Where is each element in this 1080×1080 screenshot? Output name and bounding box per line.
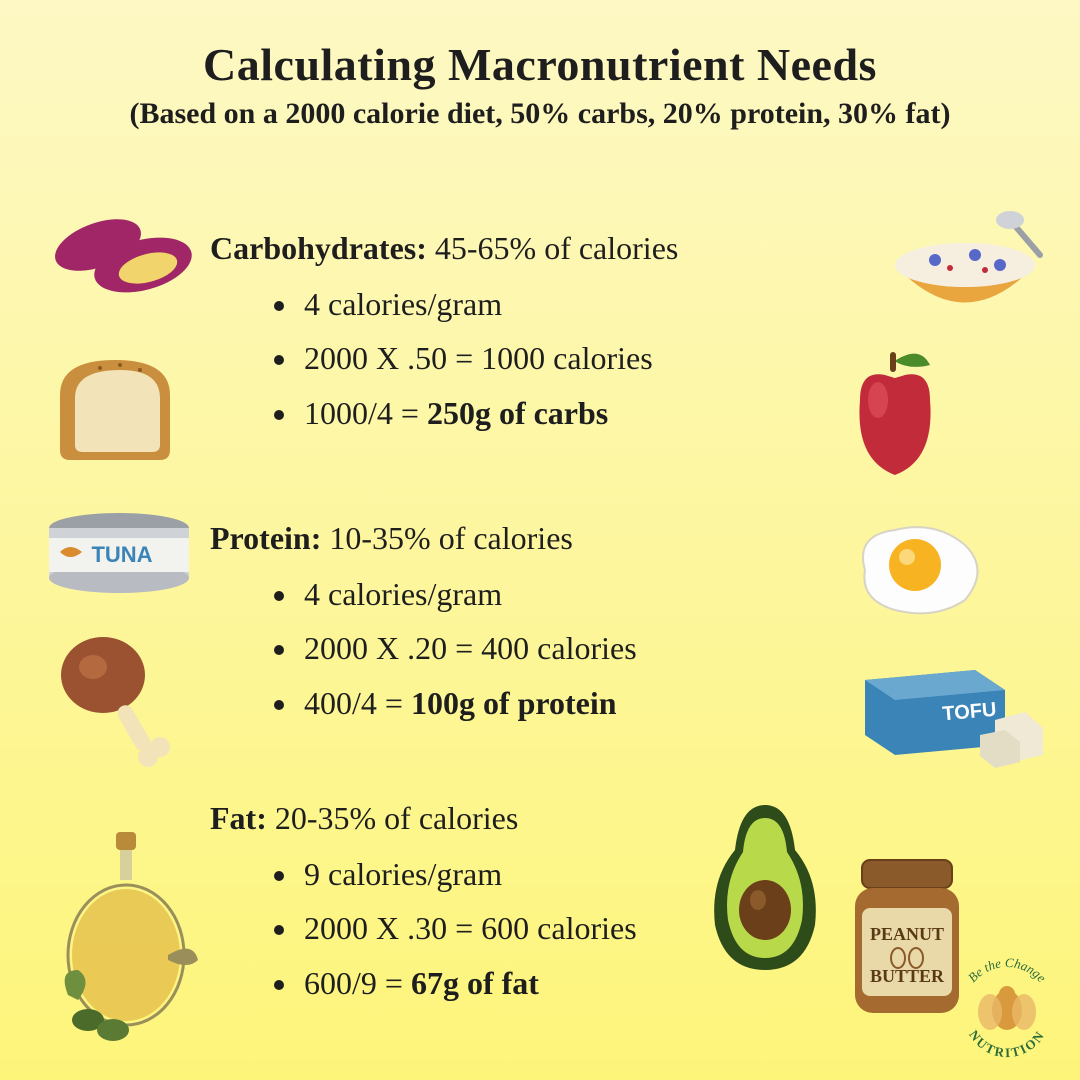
section-protein: Protein: 10-35% of calories 4 calories/g… bbox=[210, 520, 850, 730]
fat-range: 20-35% of calories bbox=[275, 800, 518, 836]
carbs-label: Carbohydrates: bbox=[210, 230, 427, 266]
carbs-heading: Carbohydrates: 45-65% of calories bbox=[210, 230, 850, 267]
section-carbs: Carbohydrates: 45-65% of calories 4 calo… bbox=[210, 230, 850, 440]
svg-text:PEANUT: PEANUT bbox=[870, 924, 944, 944]
page-subtitle: (Based on a 2000 calorie diet, 50% carbs… bbox=[0, 97, 1080, 131]
svg-text:BUTTER: BUTTER bbox=[870, 966, 945, 986]
egg-icon bbox=[845, 515, 995, 625]
tofu-icon: TOFU bbox=[855, 640, 1050, 770]
carbs-bullets: 4 calories/gram 2000 X .50 = 1000 calori… bbox=[210, 277, 850, 440]
bread-icon bbox=[40, 340, 190, 470]
protein-bullets: 4 calories/gram 2000 X .20 = 400 calorie… bbox=[210, 567, 850, 730]
brand-logo: Be the Change NUTRITION bbox=[952, 952, 1062, 1062]
tuna-can-icon: TUNA bbox=[42, 510, 197, 600]
cereal-bowl-icon bbox=[880, 210, 1050, 340]
protein-label: Protein: bbox=[210, 520, 321, 556]
protein-range: 10-35% of calories bbox=[329, 520, 572, 556]
protein-b2: 2000 X .20 = 400 calories bbox=[300, 621, 850, 675]
olive-oil-icon bbox=[38, 820, 208, 1050]
svg-text:TOFU: TOFU bbox=[942, 699, 998, 726]
protein-b3: 400/4 = 100g of protein bbox=[300, 676, 850, 730]
svg-text:TUNA: TUNA bbox=[91, 542, 152, 567]
apple-icon bbox=[830, 340, 960, 490]
carbs-range: 45-65% of calories bbox=[435, 230, 678, 266]
carbs-b2: 2000 X .50 = 1000 calories bbox=[300, 331, 850, 385]
protein-b1: 4 calories/gram bbox=[300, 567, 850, 621]
sweet-potato-icon bbox=[48, 210, 198, 300]
fat-label: Fat: bbox=[210, 800, 267, 836]
protein-heading: Protein: 10-35% of calories bbox=[210, 520, 850, 557]
svg-text:Be the Change: Be the Change bbox=[965, 955, 1050, 985]
page-title: Calculating Macronutrient Needs bbox=[0, 0, 1080, 91]
carbs-b1: 4 calories/gram bbox=[300, 277, 850, 331]
carbs-b3: 1000/4 = 250g of carbs bbox=[300, 386, 850, 440]
avocado-icon bbox=[690, 790, 840, 980]
drumstick-icon bbox=[48, 625, 178, 775]
svg-text:NUTRITION: NUTRITION bbox=[966, 1027, 1048, 1060]
